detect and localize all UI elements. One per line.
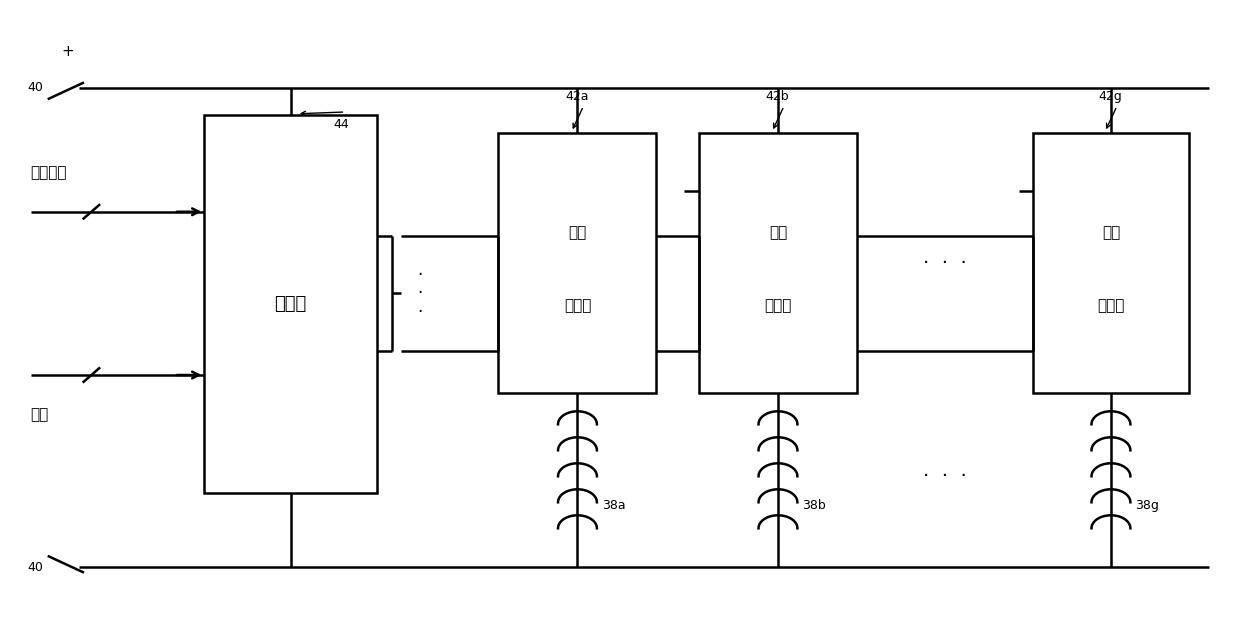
Text: 42g: 42g bbox=[1099, 90, 1122, 103]
Text: 速度: 速度 bbox=[31, 407, 48, 422]
Text: 转换器: 转换器 bbox=[764, 298, 791, 313]
Text: 38g: 38g bbox=[1136, 499, 1159, 511]
Text: 电压: 电压 bbox=[568, 225, 587, 241]
Bar bbox=[699, 133, 857, 393]
Text: 38b: 38b bbox=[802, 499, 826, 511]
Text: +: + bbox=[61, 44, 73, 59]
Text: 38a: 38a bbox=[601, 499, 625, 511]
Text: 用户输入: 用户输入 bbox=[31, 165, 67, 180]
Text: 控制器: 控制器 bbox=[274, 295, 306, 313]
Text: 40: 40 bbox=[27, 561, 42, 574]
Text: 转换器: 转换器 bbox=[1097, 298, 1125, 313]
Bar bbox=[1033, 133, 1189, 393]
Text: ·: · bbox=[417, 284, 422, 302]
Text: ·  ·  ·: · · · bbox=[924, 254, 967, 273]
Bar bbox=[498, 133, 656, 393]
Bar bbox=[205, 115, 377, 493]
Text: 电压: 电压 bbox=[769, 225, 787, 241]
Text: 42b: 42b bbox=[766, 90, 790, 103]
Text: 40: 40 bbox=[27, 81, 42, 94]
Text: 44: 44 bbox=[334, 118, 348, 131]
Text: ·: · bbox=[417, 302, 422, 320]
Text: 42a: 42a bbox=[565, 90, 589, 103]
Text: 转换器: 转换器 bbox=[564, 298, 591, 313]
Text: ·: · bbox=[417, 267, 422, 284]
Text: 电压: 电压 bbox=[1102, 225, 1120, 241]
Text: ·  ·  ·: · · · bbox=[924, 467, 967, 486]
